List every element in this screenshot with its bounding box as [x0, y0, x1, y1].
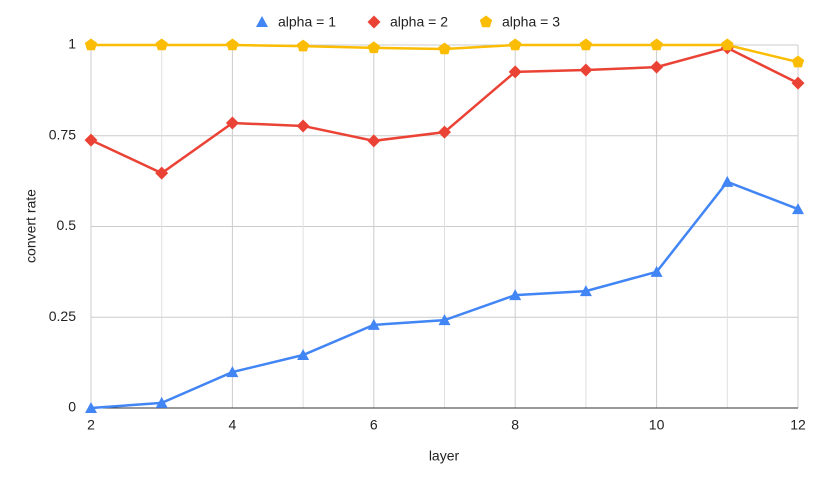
data-point [792, 203, 804, 215]
data-point [650, 38, 663, 51]
x-tick-label: 6 [370, 417, 378, 433]
legend-label: alpha = 3 [502, 14, 560, 30]
data-point [791, 76, 805, 90]
data-point [509, 289, 522, 301]
y-tick-label: 0.5 [57, 217, 77, 233]
data-point [650, 265, 663, 277]
legend-marker [256, 16, 268, 27]
x-tick-label: 2 [87, 417, 95, 433]
data-point [438, 42, 451, 55]
data-point [508, 65, 522, 79]
x-tick-label: 10 [649, 417, 665, 433]
data-point [721, 175, 734, 187]
data-point [297, 349, 310, 361]
x-tick-label: 8 [511, 417, 519, 433]
data-point [509, 38, 522, 51]
data-point [226, 38, 239, 51]
data-point [155, 166, 169, 180]
data-point [155, 396, 168, 408]
data-point [155, 38, 168, 51]
legend-label: alpha = 2 [390, 14, 448, 30]
data-point [225, 116, 239, 130]
data-point [791, 55, 805, 68]
data-point [367, 134, 381, 148]
data-point [296, 119, 310, 133]
data-point [367, 41, 380, 54]
y-tick-label: 0.25 [49, 308, 76, 324]
data-point [85, 402, 97, 413]
data-point [84, 38, 98, 51]
data-point [721, 38, 734, 51]
legend-marker [479, 15, 493, 28]
x-tick-label: 12 [790, 417, 806, 433]
legend-marker [367, 15, 381, 29]
y-axis-label: convert rate [23, 189, 39, 263]
legend-label: alpha = 1 [278, 14, 336, 30]
data-point [296, 39, 310, 52]
y-tick-label: 0.75 [49, 126, 76, 142]
data-point [226, 366, 239, 378]
y-tick-label: 1 [68, 36, 76, 52]
x-axis-label: layer [429, 448, 460, 464]
y-tick-label: 0 [68, 399, 76, 415]
data-point [84, 133, 98, 147]
legend: alpha = 1 alpha = 2 alpha = 3 [278, 14, 560, 30]
x-tick-label: 4 [229, 417, 237, 433]
data-point [438, 314, 451, 326]
data-point [579, 38, 593, 51]
data-point [367, 318, 380, 330]
data-point [650, 60, 664, 74]
data-point [438, 125, 451, 139]
data-point [579, 285, 592, 297]
data-point [579, 63, 593, 77]
